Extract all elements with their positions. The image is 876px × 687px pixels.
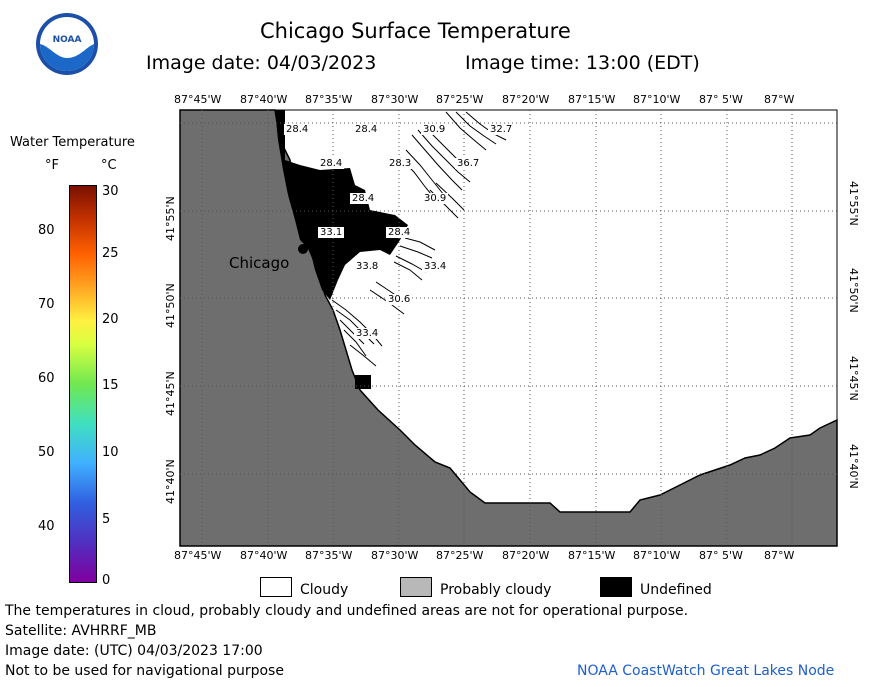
longitude-label: 87°40'W [240, 93, 288, 106]
latitude-label: 41°55'N [847, 181, 860, 226]
longitude-label: 87°30'W [371, 549, 419, 562]
celsius-tick: 0 [102, 573, 111, 588]
celsius-tick: 5 [102, 512, 111, 527]
fahrenheit-tick: 70 [38, 297, 55, 312]
source-credit: NOAA CoastWatch Great Lakes Node [577, 663, 835, 679]
longitude-label: 87° 5'W [699, 549, 743, 562]
longitude-label: 87° 5'W [699, 93, 743, 106]
temperature-label: 28.4 [350, 193, 377, 204]
latitude-label: 41°40'N [164, 459, 177, 504]
celsius-tick: 10 [102, 445, 119, 460]
noaa-logo: NOAA [35, 12, 99, 76]
temperature-label: 33.4 [354, 328, 381, 339]
longitude-label: 87°20'W [502, 93, 550, 106]
temperature-label: 36.7 [455, 158, 482, 169]
noaa-logo-text: NOAA [52, 35, 82, 45]
latitude-label: 41°45'N [164, 371, 177, 416]
legend-swatch-probably-cloudy [400, 577, 432, 597]
colorbar-title: Water Temperature [10, 135, 135, 150]
legend-cloudy: Cloudy [300, 582, 349, 598]
celsius-tick: 30 [102, 184, 119, 199]
undefined-area [275, 110, 408, 300]
temperature-label: 30.9 [421, 124, 448, 135]
temperature-label: 32.7 [488, 124, 515, 135]
latitude-label: 41°55'N [164, 196, 177, 241]
longitude-label: 87°25'W [436, 93, 484, 106]
fahrenheit-tick: 60 [38, 371, 55, 386]
latitude-label: 41°45'N [847, 356, 860, 401]
colorbar-unit-f: °F [45, 158, 59, 173]
temperature-label: 33.1 [318, 227, 345, 238]
nav-warning: Not to be used for navigational purpose [5, 663, 284, 679]
legend-swatch-undefined [600, 577, 632, 597]
colorbar-unit-c: °C [101, 158, 117, 173]
temperature-label: 28.4 [318, 158, 345, 169]
longitude-label: 87°40'W [240, 549, 288, 562]
temperature-label: 28.4 [386, 227, 413, 238]
legend-undefined: Undefined [640, 582, 712, 598]
longitude-label: 87°20'W [502, 549, 550, 562]
colorbar [69, 185, 97, 583]
longitude-label: 87°35'W [305, 93, 353, 106]
longitude-label: 87°45'W [174, 549, 222, 562]
fahrenheit-tick: 40 [38, 519, 55, 534]
longitude-label: 87°45'W [174, 93, 222, 106]
fahrenheit-tick: 50 [38, 445, 55, 460]
longitude-label: 87°25'W [436, 549, 484, 562]
celsius-tick: 20 [102, 312, 119, 327]
longitude-label: 87°35'W [305, 549, 353, 562]
temperature-label: 33.8 [354, 261, 381, 272]
longitude-label: 87°30'W [371, 93, 419, 106]
fahrenheit-tick: 80 [38, 223, 55, 238]
temperature-label: 30.9 [422, 193, 449, 204]
image-date: Image date: 04/03/2023 [146, 52, 377, 74]
celsius-tick: 25 [102, 246, 119, 261]
utc-date: Image date: (UTC) 04/03/2023 17:00 [5, 643, 263, 659]
legend-probably-cloudy: Probably cloudy [440, 582, 552, 598]
city-label: Chicago [229, 254, 290, 272]
temperature-label: 28.3 [387, 158, 414, 169]
celsius-tick: 15 [102, 378, 119, 393]
legend-swatch-cloudy [260, 577, 292, 597]
temperature-label: 30.6 [386, 294, 413, 305]
longitude-label: 87°10'W [633, 93, 681, 106]
longitude-label: 87°15'W [568, 549, 616, 562]
satellite: Satellite: AVHRRF_MB [5, 623, 157, 639]
page-title: Chicago Surface Temperature [260, 19, 571, 43]
latitude-label: 41°50'N [847, 268, 860, 313]
disclaimer: The temperatures in cloud, probably clou… [5, 603, 689, 619]
longitude-label: 87°W [764, 93, 795, 106]
image-time: Image time: 13:00 (EDT) [465, 52, 700, 74]
latitude-label: 41°50'N [164, 283, 177, 328]
temperature-label: 28.4 [284, 124, 311, 135]
longitude-label: 87°15'W [568, 93, 616, 106]
longitude-label: 87°10'W [633, 549, 681, 562]
latitude-label: 41°40'N [847, 444, 860, 489]
temperature-label: 28.4 [353, 124, 380, 135]
longitude-label: 87°W [764, 549, 795, 562]
temperature-label: 33.4 [422, 261, 449, 272]
